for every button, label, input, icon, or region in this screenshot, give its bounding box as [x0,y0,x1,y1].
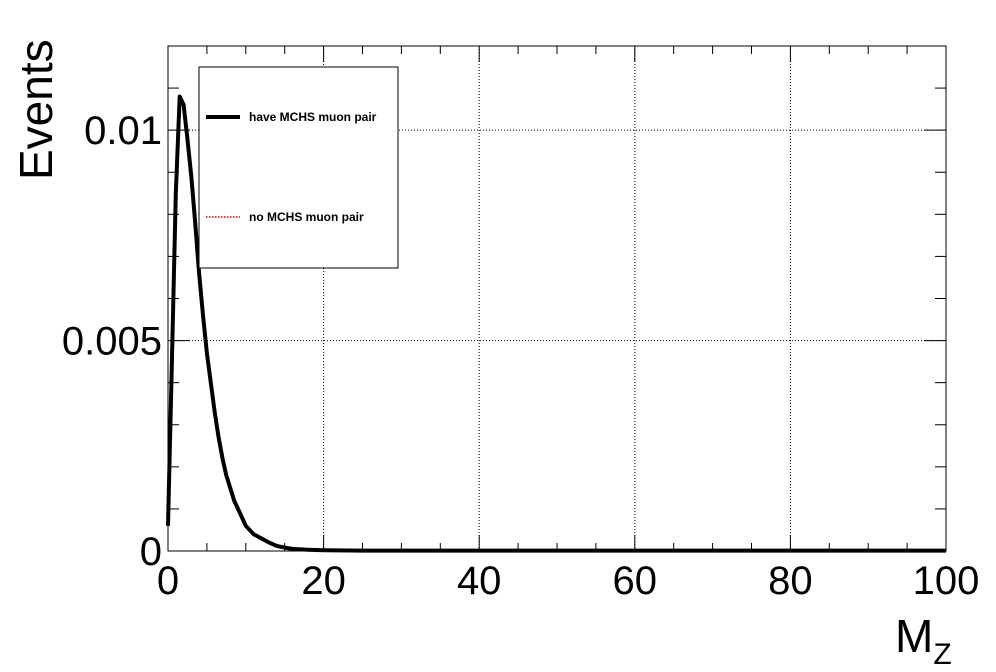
x-tick-label: 40 [457,559,502,603]
series-line-0 [166,94,946,553]
x-tick-label: 100 [913,559,980,603]
series-layer [166,94,946,553]
y-tick-label: 0.01 [84,109,162,153]
y-tick-label: 0 [140,530,162,574]
x-tick-label: 20 [301,559,346,603]
x-axis-title: MZ [895,610,952,671]
y-axis-title: Events [10,39,62,180]
legend: have MCHS muon pair no MCHS muon pair [198,66,399,269]
legend-label-no-mchs: no MCHS muon pair [249,210,364,224]
legend-label-have-mchs: have MCHS muon pair [249,110,377,124]
y-tick-label: 0.005 [62,320,162,364]
x-tick-label: 0 [157,559,179,603]
legend-box [198,66,399,269]
x-tick-label: 60 [613,559,658,603]
tick-labels: 0 20 40 60 80 100 0 0.005 0.01 [62,109,979,603]
x-tick-label: 80 [768,559,813,603]
